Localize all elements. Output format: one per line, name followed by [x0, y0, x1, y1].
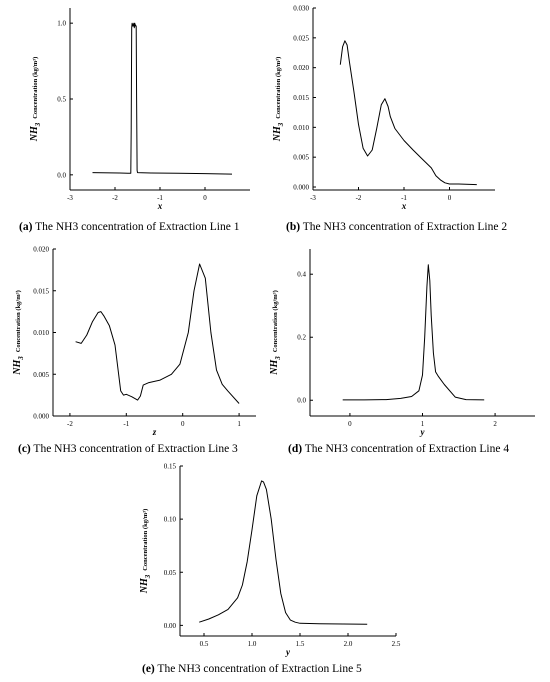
caption-text-c: The NH3 concentration of Extraction Line… [30, 443, 238, 455]
x-tick-label-e: 2.5 [392, 640, 401, 648]
chart-svg-a: 0.0 0.5 1.0 -3 -2 -1 0 x NH3Concentration (kg/m³… [29, 8, 250, 211]
y-axis-label-e: NH3Concentration (kg/m³) [139, 509, 152, 595]
y-tick-label-b: 0.010 [293, 124, 309, 132]
chart-panel-a: 0.0 0.5 1.0 -3 -2 -1 0 x NH3Concentration (kg/m³… [0, 0, 275, 242]
x-tick-label-d: 1 [421, 420, 425, 428]
chart-svg-e: 0.00 0.05 0.10 0.15 0.5 1.0 1.5 2.0 2.5 y NH3Conce… [139, 463, 401, 658]
caption-tag-e: (e) [142, 663, 155, 675]
y-tick-label-e: 0.15 [164, 463, 177, 471]
caption-text-b: The NH3 concentration of Extraction Line… [300, 221, 508, 233]
y-tick-label-a: 0.0 [57, 171, 66, 179]
caption-d: (d) The NH3 concentration of Extraction … [288, 443, 509, 455]
chart-panel-b: 0.000 0.005 0.010 0.015 0.020 0.025 0.030 -3 -2 -… [272, 0, 550, 242]
y-tick-label-e: 0.05 [164, 569, 177, 577]
y-tick-label-e: 0.00 [164, 622, 177, 630]
y-axis-label-d: NH3Concentration (kg/m³) [269, 290, 282, 376]
x-tick-label-c: 1 [237, 420, 241, 428]
y-tick-label-c: 0.000 [33, 413, 49, 421]
x-axis-label-a: x [157, 201, 163, 211]
y-axis-label-c: NH3Concentration (kg/m³) [12, 290, 25, 376]
chart-panel-d: 0.0 0.2 0.4 0 1 2 y NH3Concentration (kg/m³) (d… [269, 240, 550, 462]
y-axis-label-a: NH3Concentration (kg/m³) [29, 57, 42, 143]
caption-tag-c: (c) [18, 443, 31, 455]
x-tick-label-a: 0 [203, 194, 207, 202]
x-axis-label-e: y [285, 647, 291, 657]
y-axis-label-b: NH3Concentration (kg/m³) [272, 57, 285, 143]
x-tick-label-e: 2.0 [344, 640, 353, 648]
y-tick-label-d: 0.0 [297, 397, 306, 405]
y-tick-label-d: 0.4 [297, 271, 306, 279]
x-axis-label-b: x [401, 201, 407, 211]
y-tick-label-c: 0.010 [33, 329, 49, 337]
y-tick-label-a: 1.0 [57, 20, 66, 28]
caption-text-d: The NH3 concentration of Extraction Line… [302, 443, 510, 455]
x-tick-label-c: -1 [123, 420, 129, 428]
y-tick-label-c: 0.015 [33, 287, 49, 295]
y-tick-label-a: 0.5 [57, 96, 66, 104]
y-tick-label-d: 0.2 [297, 334, 306, 342]
x-tick-label-a: -2 [112, 194, 118, 202]
caption-a: (a) The NH3 concentration of Extraction … [19, 221, 239, 233]
chart-svg-b: 0.000 0.005 0.010 0.015 0.020 0.025 0.030 -3 -2 -… [272, 5, 495, 211]
x-tick-label-d: 0 [348, 420, 352, 428]
y-tick-label-b: 0.020 [293, 64, 309, 72]
x-tick-label-a: -3 [67, 194, 73, 202]
y-tick-label-b: 0.005 [293, 154, 309, 162]
x-axis-label-c: z [152, 427, 157, 437]
y-tick-label-b: 0.000 [293, 184, 309, 192]
x-tick-label-b: 0 [448, 194, 452, 202]
x-tick-label-c: 0 [181, 420, 185, 428]
series-line-e [199, 480, 368, 625]
caption-text-e: The NH3 concentration of Extraction Line… [154, 663, 362, 675]
caption-e: (e) The NH3 concentration of Extraction … [142, 663, 362, 675]
chart-svg-d: 0.0 0.2 0.4 0 1 2 y NH3Concentration (kg/m³) [269, 249, 535, 437]
x-tick-label-e: 1.0 [248, 640, 257, 648]
x-tick-label-e: 0.5 [200, 640, 209, 648]
x-tick-label-b: -3 [310, 194, 316, 202]
series-line-b [339, 40, 477, 186]
x-tick-label-a: -1 [157, 194, 163, 202]
chart-panel-c: 0.000 0.005 0.010 0.015 0.020 -2 -1 0 1 z NH3Conce… [0, 240, 275, 462]
y-tick-label-b: 0.025 [293, 34, 309, 42]
chart-panel-e: 0.00 0.05 0.10 0.15 0.5 1.0 1.5 2.0 2.5 y NH3Conce… [135, 456, 425, 682]
series-line-a [92, 22, 233, 175]
y-tick-label-c: 0.005 [33, 371, 49, 379]
series-line-c [75, 263, 240, 404]
y-tick-label-e: 0.10 [164, 516, 177, 524]
y-tick-label-b: 0.015 [293, 94, 309, 102]
caption-b: (b) The NH3 concentration of Extraction … [286, 221, 507, 233]
y-tick-label-b: 0.030 [293, 5, 309, 13]
series-line-d [342, 264, 485, 401]
caption-c: (c) The NH3 concentration of Extraction … [18, 443, 238, 455]
x-tick-label-c: -2 [67, 420, 73, 428]
chart-svg-c: 0.000 0.005 0.010 0.015 0.020 -2 -1 0 1 z NH3Conce… [12, 246, 256, 437]
caption-tag-b: (b) [286, 221, 301, 233]
x-tick-label-b: -1 [401, 194, 407, 202]
caption-tag-d: (d) [288, 443, 303, 455]
x-tick-label-e: 1.5 [296, 640, 305, 648]
y-tick-label-c: 0.020 [33, 246, 49, 254]
caption-text-a: The NH3 concentration of Extraction Line… [32, 221, 240, 233]
caption-tag-a: (a) [19, 221, 33, 233]
x-tick-label-b: -2 [356, 194, 362, 202]
x-axis-label-d: y [420, 427, 426, 437]
x-tick-label-d: 2 [493, 420, 497, 428]
